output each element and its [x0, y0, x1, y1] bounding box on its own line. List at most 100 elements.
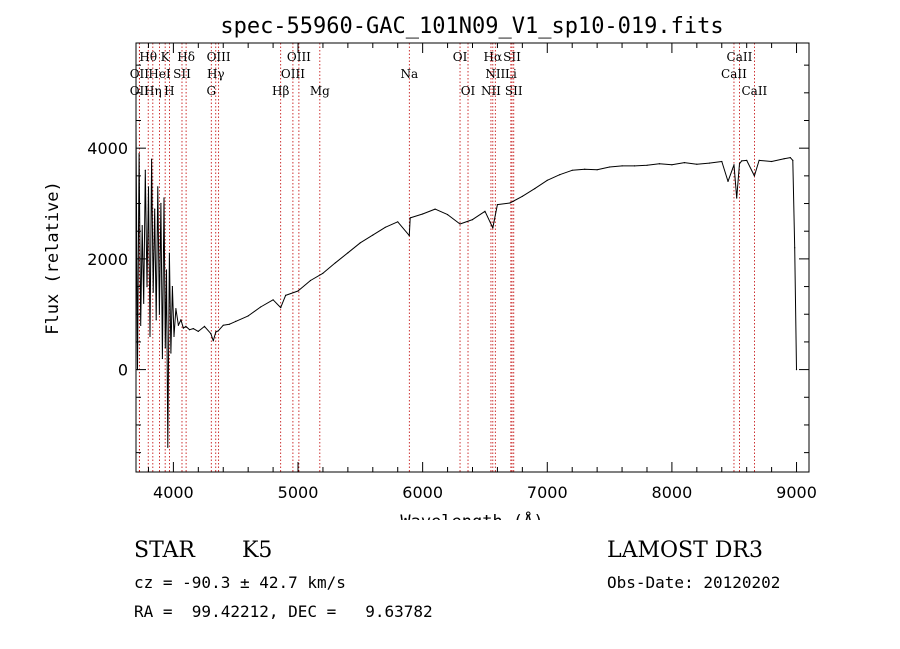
line-label: H — [164, 84, 174, 98]
data-point — [182, 327, 184, 329]
data-point — [215, 331, 217, 333]
data-point — [197, 330, 199, 332]
line-label: OII — [130, 67, 150, 81]
line-label: HeI — [148, 67, 171, 81]
data-point — [496, 204, 498, 206]
data-point — [471, 219, 474, 221]
line-label: NII — [485, 67, 505, 81]
data-point — [141, 225, 143, 227]
data-point — [422, 213, 424, 215]
data-point — [727, 180, 729, 182]
redshift-velocity: cz = -90.3 ± 42.7 km/s — [134, 573, 346, 592]
data-point — [149, 335, 151, 337]
x-tick-label: 7000 — [527, 483, 568, 502]
data-point — [180, 319, 182, 321]
data-point — [559, 174, 561, 176]
data-point — [758, 159, 760, 161]
data-point — [741, 160, 743, 162]
line-label: SII — [503, 50, 521, 64]
data-point — [492, 227, 494, 229]
line-label: CaII — [741, 84, 767, 98]
data-point — [163, 197, 165, 199]
line-label: G — [206, 84, 216, 98]
data-point — [794, 247, 796, 249]
line-label: NII — [481, 84, 501, 98]
data-point — [534, 188, 536, 190]
data-point — [161, 357, 163, 360]
data-point — [521, 195, 524, 197]
data-point — [210, 333, 212, 335]
x-tick-label: 4000 — [153, 483, 194, 502]
data-point — [738, 163, 741, 165]
data-point — [212, 340, 214, 342]
emission-line-markers: Hθ OII OII K HeI Hη SII H Hδ OIII Hγ G OIII OIII Hβ Mg N… — [130, 43, 768, 472]
line-label: OIII — [281, 67, 305, 81]
line-label: Mg — [310, 84, 330, 98]
y-tick-label: 0 — [118, 361, 128, 380]
data-point — [384, 226, 386, 228]
data-point — [146, 286, 148, 288]
line-label: OIII — [287, 50, 311, 64]
data-point — [409, 217, 411, 219]
x-tick-label: 6000 — [402, 483, 443, 502]
data-point — [746, 159, 748, 161]
data-point — [696, 163, 698, 165]
data-point — [683, 162, 686, 164]
data-point — [771, 160, 773, 163]
spectrum-line — [135, 125, 797, 448]
data-point — [228, 323, 231, 325]
data-point — [164, 346, 166, 349]
data-point — [203, 325, 206, 327]
line-label: Hγ — [207, 67, 225, 81]
data-point — [708, 162, 710, 164]
plot-frame — [135, 42, 810, 473]
object-class: STAR — [134, 538, 195, 563]
data-point — [154, 208, 156, 210]
data-point — [447, 214, 449, 216]
line-label: Li — [505, 67, 517, 81]
data-point — [285, 294, 287, 296]
data-point — [160, 202, 162, 205]
line-label: Hθ — [139, 50, 157, 64]
data-point — [157, 186, 159, 188]
data-point — [792, 159, 794, 161]
data-point — [192, 328, 194, 330]
data-point — [235, 320, 237, 322]
line-label: CaII — [727, 50, 753, 64]
data-point — [185, 325, 187, 327]
data-point — [170, 352, 172, 354]
data-point — [189, 329, 191, 331]
data-point — [736, 197, 738, 199]
data-point — [546, 179, 548, 181]
data-point — [152, 291, 154, 293]
survey-name: LAMOST DR3 — [607, 538, 763, 563]
y-tick-label: 4000 — [87, 139, 128, 158]
data-point — [789, 157, 791, 159]
data-point — [171, 286, 173, 288]
data-point — [408, 235, 410, 237]
line-label: SII — [505, 84, 523, 98]
data-point — [721, 160, 723, 163]
data-point — [359, 242, 361, 244]
line-label: Hη — [144, 84, 162, 98]
data-point — [795, 369, 798, 371]
line-label: Hδ — [177, 50, 195, 64]
line-label: Hα — [484, 50, 503, 64]
line-label: K — [161, 50, 171, 64]
line-label: Hβ — [272, 84, 289, 98]
data-point — [484, 210, 486, 212]
data-point — [783, 158, 785, 160]
data-point — [247, 315, 249, 317]
data-point — [168, 252, 170, 254]
data-point — [621, 165, 623, 167]
data-point — [155, 319, 157, 321]
data-point — [167, 446, 169, 448]
data-point — [143, 302, 145, 304]
object-subclass: K5 — [242, 538, 273, 563]
x-tick-label: 8000 — [652, 483, 693, 502]
data-point — [177, 324, 179, 326]
data-point — [658, 163, 661, 165]
data-point — [609, 166, 611, 168]
data-point — [584, 168, 586, 170]
x-tick-label: 9000 — [776, 483, 817, 502]
